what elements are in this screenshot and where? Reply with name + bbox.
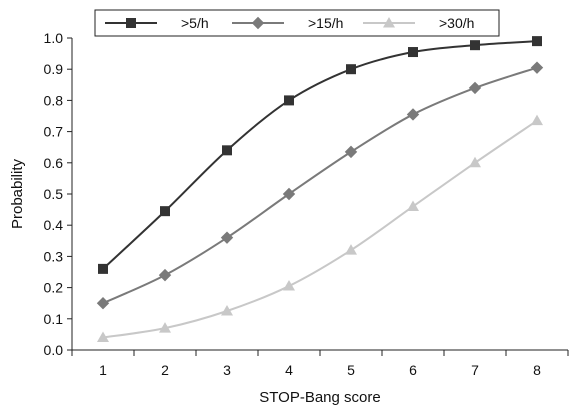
series-2: [96, 61, 544, 310]
data-point: [220, 231, 234, 244]
series-3: [97, 114, 543, 343]
data-point: [96, 297, 110, 310]
y-tick-label: 0.1: [44, 311, 64, 327]
y-tick-label: 0.4: [44, 217, 64, 233]
y-tick-label: 0.0: [44, 342, 64, 358]
x-tick-label: 6: [409, 362, 417, 378]
y-tick-label: 0.2: [44, 280, 64, 296]
y-tick-label: 0.7: [44, 124, 64, 140]
legend-label: >15/h: [308, 15, 343, 31]
y-tick-label: 0.9: [44, 61, 64, 77]
data-point: [222, 145, 232, 156]
y-tick-label: 0.3: [44, 248, 64, 264]
data-point: [98, 263, 108, 274]
data-point: [346, 64, 356, 75]
legend-marker: [383, 17, 395, 28]
data-point: [532, 36, 542, 47]
data-point: [470, 40, 480, 51]
chart-axes: 0.0 0.1 0.2 0.3 0.4 0.5 0.6 0.7 0.8 0.9 1.0 1 2 3 4 5 6…: [44, 30, 569, 378]
legend-label: >30/h: [439, 15, 474, 31]
legend-marker: [251, 16, 265, 30]
x-tick-label: 3: [223, 362, 231, 378]
data-point: [407, 200, 419, 211]
y-tick-label: 0.8: [44, 92, 64, 108]
data-point: [97, 331, 109, 343]
x-tick-label: 1: [99, 362, 107, 378]
data-point: [221, 305, 233, 316]
legend-label: >5/h: [181, 15, 209, 31]
data-point: [468, 81, 482, 95]
data-point: [530, 61, 544, 74]
y-axis-title: Probability: [9, 158, 26, 229]
series-line: [102, 119, 538, 339]
data-point: [344, 145, 358, 159]
x-axis-title: STOP-Bang score: [259, 389, 380, 405]
x-tick-label: 5: [347, 362, 355, 378]
data-point: [283, 280, 295, 291]
data-point: [406, 108, 420, 121]
series-line: [102, 40, 538, 270]
data-point: [469, 156, 481, 168]
x-tick-label: 8: [533, 362, 541, 378]
data-point: [282, 187, 296, 201]
y-axis-ticks: 0.0 0.1 0.2 0.3 0.4 0.5 0.6 0.7 0.8 0.9 1.0: [44, 30, 72, 358]
y-tick-label: 0.5: [44, 186, 64, 202]
x-tick-label: 2: [161, 362, 169, 378]
y-tick-label: 0.6: [44, 155, 64, 171]
data-point: [159, 322, 171, 333]
legend-marker: [126, 18, 136, 28]
data-point: [160, 206, 170, 217]
series-1: [98, 36, 542, 274]
data-point: [345, 244, 357, 255]
legend-item-1: >5/h: [105, 15, 209, 31]
legend-item-3: >30/h: [363, 15, 474, 31]
legend-item-2: >15/h: [232, 15, 343, 31]
x-tick-label: 4: [285, 362, 293, 378]
data-point: [158, 268, 172, 282]
x-tick-label: 7: [471, 362, 479, 378]
y-tick-label: 1.0: [44, 30, 64, 46]
chart-legend: >5/h >15/h >30/h: [94, 9, 500, 37]
data-point: [408, 47, 418, 58]
chart-series: [96, 36, 544, 343]
x-axis-ticks: 1 2 3 4 5 6 7 8: [71, 350, 569, 378]
legend-box: [94, 9, 500, 37]
series-line: [102, 66, 538, 305]
data-point: [284, 95, 294, 106]
data-point: [531, 114, 543, 126]
